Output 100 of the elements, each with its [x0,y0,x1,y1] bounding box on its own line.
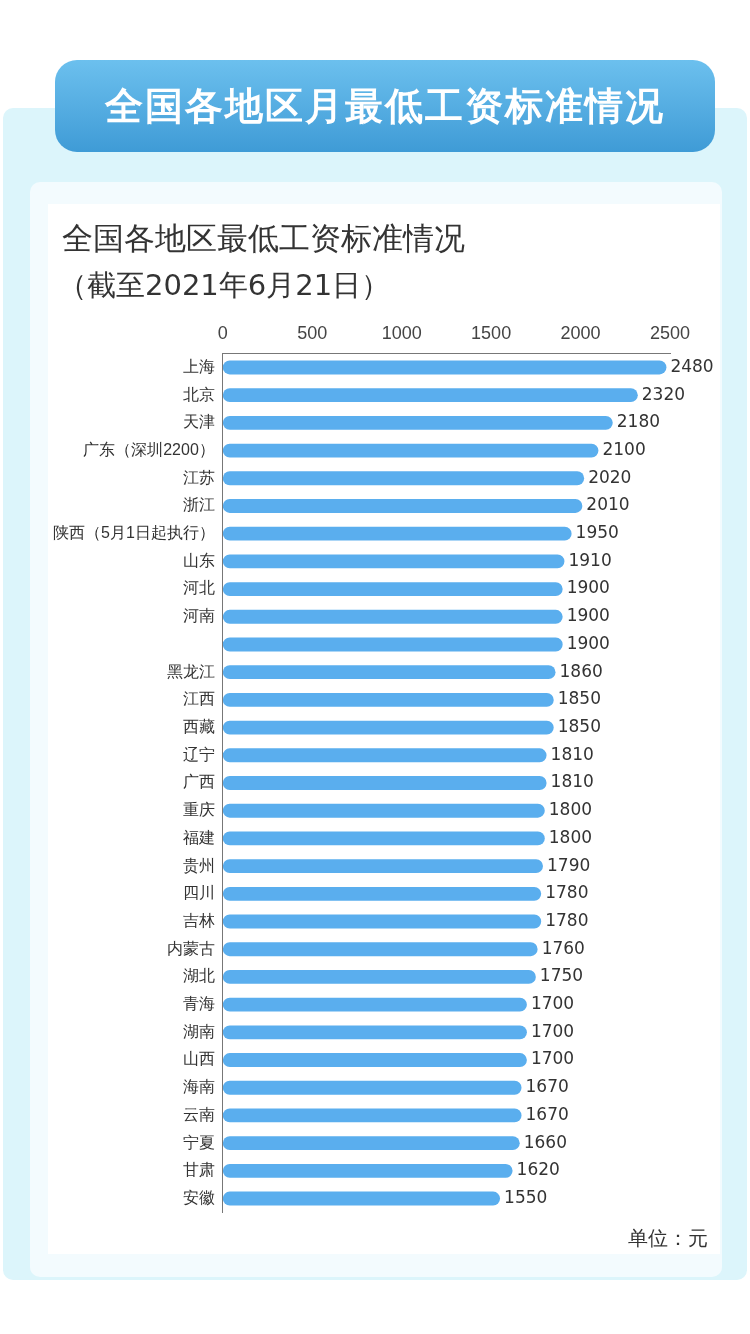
bar [222,526,572,541]
bar [222,637,563,652]
bar [222,499,583,513]
y-tick-label: 北京 [182,385,215,403]
data-label: 1900 [566,632,610,653]
bar [222,776,547,790]
data-label: 1620 [516,1159,560,1180]
y-tick-label: 云南 [182,1105,215,1123]
data-label: 1800 [548,826,593,847]
data-label: 1670 [525,1103,569,1124]
data-label: 1900 [566,577,610,598]
data-label: 1800 [548,799,593,820]
text: 单位：元 [628,1225,708,1252]
data-label: 1790 [546,854,591,875]
bar [222,1191,501,1206]
bar [222,388,638,403]
chart-subtitle: 全国各地区最低工资标准情况 [62,219,465,258]
bar [222,914,542,929]
bar [222,859,543,874]
bar [222,997,527,1012]
y-tick-label: 湖北 [182,967,215,985]
bar [222,1108,522,1123]
bar [222,360,667,375]
bar [222,970,536,984]
y-tick-label: 江苏 [182,468,215,486]
x-tick-label: 500 [297,322,328,343]
y-tick-label: 四川 [182,884,215,902]
data-label: 1670 [525,1076,569,1097]
y-tick-label: 山东 [182,551,215,569]
y-tick-label: 西藏 [182,718,215,735]
data-label: 2010 [586,494,630,515]
data-label: 1860 [559,660,603,681]
x-tick-label: 1000 [381,322,422,343]
y-tick-label: 辽宁 [182,745,215,763]
data-label: 1900 [566,605,610,626]
data-label: 1700 [530,993,575,1014]
bar [222,609,563,624]
bar [222,665,556,680]
y-tick-label: 河北 [182,579,215,597]
x-tick-label: 2000 [560,322,601,343]
y-tick-label: 河南 [182,607,215,625]
data-label: 2100 [602,438,646,459]
y-tick-label: 福建 [182,828,215,846]
data-label: 1810 [550,743,594,764]
y-tick-label: 甘肃 [182,1161,215,1179]
bar [222,1136,520,1151]
data-label: 1700 [530,1020,575,1041]
y-tick-label: 青海 [182,995,215,1013]
y-tick-label: 广西 [182,773,215,791]
bar [222,942,538,957]
x-tick-label: 2500 [649,322,691,343]
bar [222,720,554,735]
bar [222,1163,513,1178]
data-label: 1850 [557,716,601,737]
y-tick-label: 贵州 [182,856,215,874]
x-tick-label: 0 [217,322,228,343]
y-tick-label: 上海 [182,357,215,375]
y-tick-label: 吉林 [182,911,215,929]
bar [222,1025,527,1040]
y-tick-label: 浙江 [182,496,215,514]
data-label: 2020 [588,466,632,487]
y-tick-label: 天津 [182,413,215,431]
y-tick-label: 宁夏 [182,1133,215,1151]
y-tick-label: 海南 [182,1078,215,1096]
data-label: 2180 [616,411,661,432]
bar [222,1080,522,1095]
y-tick-label: 陕西（5月1日起执行） [53,524,215,542]
y-tick-label: 重庆 [182,801,215,819]
text: （截至2021年6月21日） [58,267,391,304]
data-label: 1910 [568,549,612,570]
bar [222,803,545,818]
bar [222,886,542,901]
chart-title: 全国各地区月最低工资标准情况 [55,60,715,152]
y-tick-label: 内蒙古 [166,939,215,957]
bar [222,831,545,846]
data-label: 1810 [550,771,594,792]
data-label: 1760 [541,937,585,958]
data-label: 1660 [523,1131,568,1152]
data-label: 1700 [530,1048,575,1069]
data-label: 1780 [545,909,589,930]
y-tick-label: 安徽 [182,1188,215,1206]
bar [222,582,563,596]
data-label: 1850 [557,688,601,709]
data-label: 2320 [641,383,686,404]
y-tick-label: 江西 [182,690,215,708]
bar [222,1053,527,1067]
bar [222,692,554,707]
y-tick-label: 黑龙江 [166,662,215,680]
data-label: 1550 [504,1186,548,1207]
data-label: 2480 [670,355,714,376]
data-label: 1750 [539,965,584,986]
bar [222,471,585,486]
data-label: 1780 [545,882,589,903]
bar [222,415,613,430]
bar [222,443,599,458]
bar [222,748,547,763]
y-tick-label: 湖南 [182,1022,215,1040]
bar [222,554,565,569]
data-label: 1950 [575,522,619,543]
x-tick-label: 1500 [471,322,512,343]
